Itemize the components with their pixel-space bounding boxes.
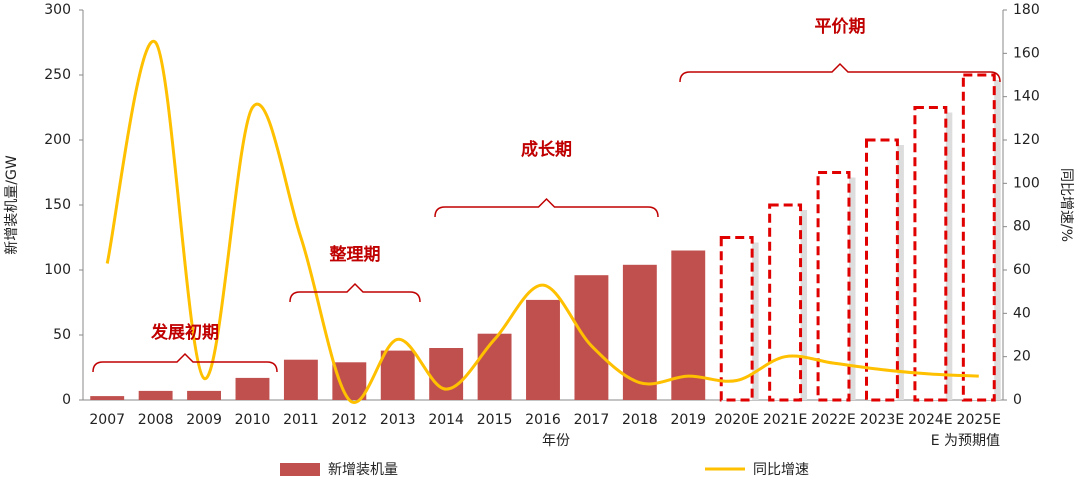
x-tick-label: 2013 — [380, 412, 416, 428]
y2-tick-label: 60 — [1013, 262, 1031, 278]
bar — [477, 333, 512, 400]
forecast-bar — [719, 236, 754, 402]
x-tick-label: 2011 — [283, 412, 319, 428]
y2-tick-label: 0 — [1013, 392, 1022, 408]
bar — [283, 359, 318, 400]
bar — [187, 390, 221, 400]
x-tick-label: 2016 — [525, 412, 561, 428]
x-tick-label: 2020E — [714, 412, 758, 428]
x-tick-label: 2007 — [89, 412, 125, 428]
y-tick-label: 200 — [44, 132, 71, 148]
x-tick-label: 2017 — [574, 412, 610, 428]
y2-tick-label: 180 — [1013, 2, 1040, 18]
y-axis-title: 新增装机量/GW — [4, 155, 20, 255]
x-tick-label: 2025E — [957, 412, 1001, 428]
bar — [574, 275, 609, 400]
x-tick-label: 2021E — [763, 412, 807, 428]
x-tick-label: 2010 — [235, 412, 271, 428]
brace — [434, 197, 659, 218]
note: E 为预期值 — [931, 433, 1000, 449]
bar — [138, 390, 173, 400]
x-tick-label: 2009 — [186, 412, 222, 428]
y2-tick-label: 20 — [1013, 349, 1031, 365]
annotation: 成长期 — [521, 139, 572, 160]
brace — [289, 282, 421, 303]
forecast-bar — [768, 203, 803, 402]
annotation: 发展初期 — [150, 322, 219, 343]
bar — [622, 264, 657, 400]
forecast-bar — [913, 106, 948, 402]
x-tick-label: 2024E — [908, 412, 952, 428]
legend-label: 新增装机量 — [328, 462, 398, 478]
x-tick-label: 2018 — [622, 412, 658, 428]
annotation: 平价期 — [815, 17, 866, 37]
x-tick-label: 2019 — [670, 412, 706, 428]
x-tick-label: 2014 — [428, 412, 464, 428]
annotation: 整理期 — [330, 244, 381, 265]
y-tick-label: 300 — [44, 2, 71, 18]
x-tick-label: 2023E — [860, 412, 904, 428]
y-tick-label: 250 — [44, 67, 71, 83]
y-tick-label: 50 — [53, 327, 71, 343]
y-tick-label: 150 — [44, 197, 71, 213]
bar — [526, 299, 560, 400]
brace — [92, 352, 278, 373]
x-tick-label: 2022E — [811, 412, 855, 428]
bar — [90, 396, 125, 400]
bar — [429, 348, 464, 400]
x-tick-label: 2008 — [138, 412, 174, 428]
forecast-bar — [865, 138, 899, 402]
y2-tick-label: 160 — [1013, 45, 1040, 61]
y2-tick-label: 80 — [1013, 219, 1031, 235]
bar — [380, 350, 415, 400]
brace — [679, 62, 1001, 83]
x-axis-title: 年份 — [542, 433, 570, 449]
legend-swatch — [280, 463, 320, 476]
line — [105, 39, 979, 404]
y-tick-label: 100 — [44, 262, 71, 278]
y2-tick-label: 40 — [1013, 305, 1031, 321]
x-tick-label: 2012 — [331, 412, 367, 428]
y2-tick-label: 120 — [1013, 132, 1040, 148]
y2-tick-label: 140 — [1013, 89, 1040, 105]
bar — [332, 362, 367, 400]
legend-label: 同比增速 — [753, 462, 809, 478]
y-tick-label: 0 — [62, 392, 71, 408]
y2-axis-title: 同比增速/% — [1058, 168, 1074, 242]
forecast-bar — [961, 73, 996, 402]
x-tick-label: 2015 — [477, 412, 513, 428]
bar — [235, 377, 270, 400]
y2-tick-label: 100 — [1013, 175, 1040, 191]
